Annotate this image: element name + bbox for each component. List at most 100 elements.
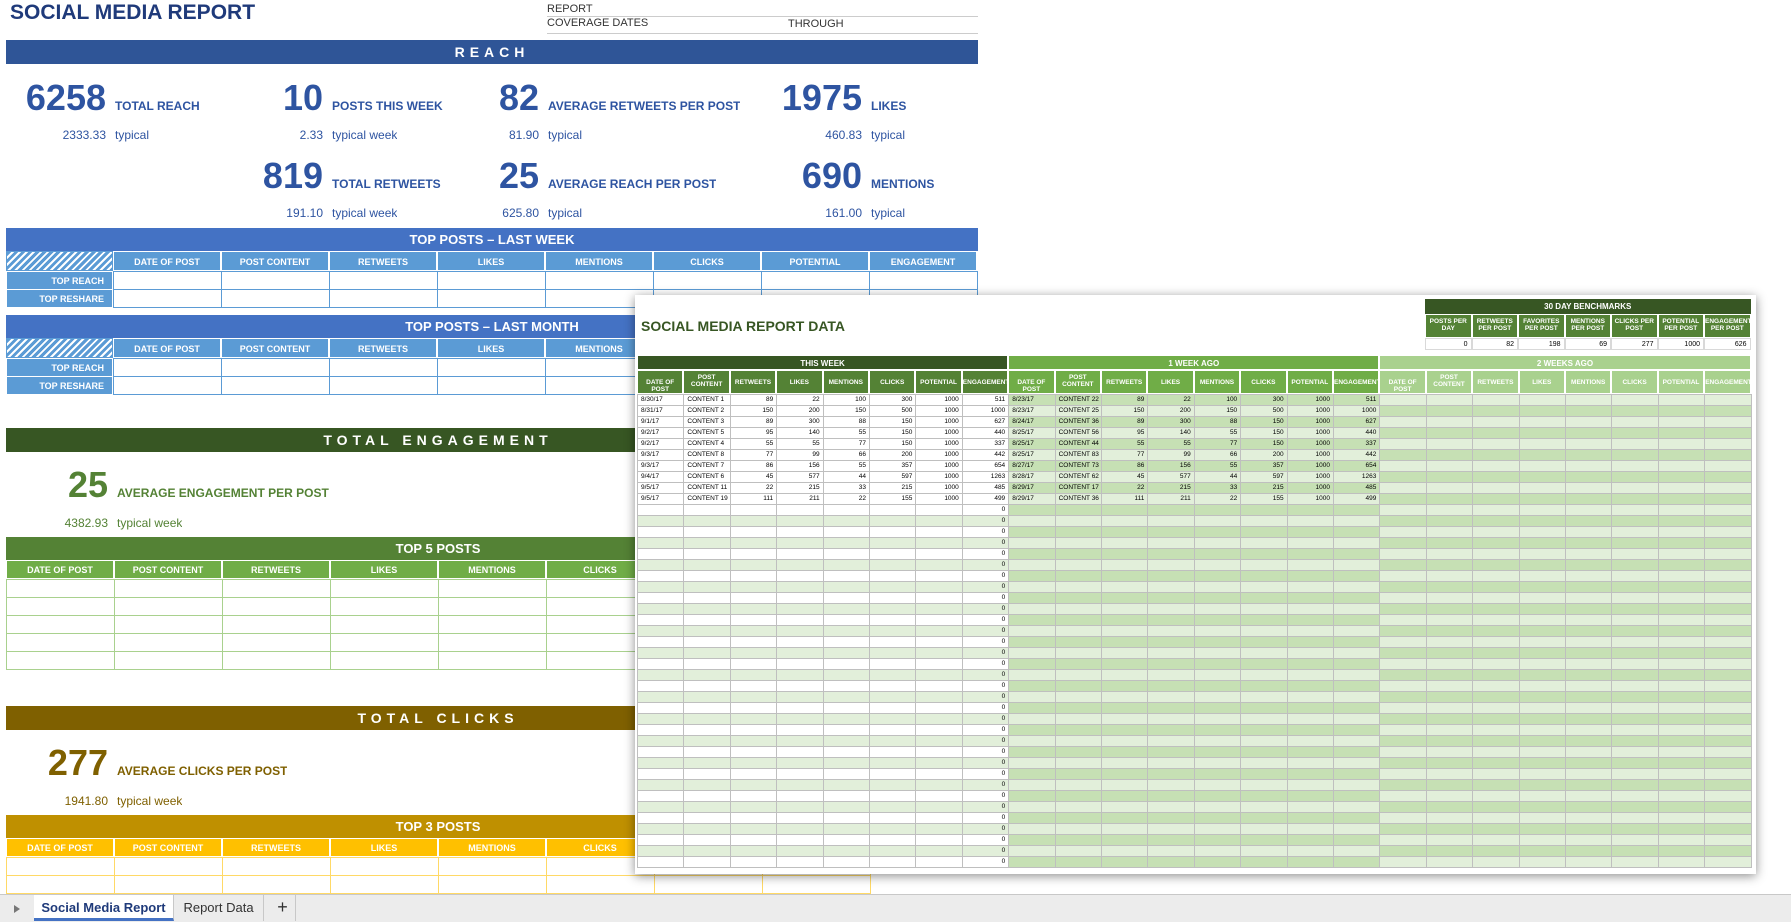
sheet-tab[interactable]: Social Media Report	[34, 895, 174, 921]
column-header: LIKES	[330, 838, 438, 857]
table-cell	[222, 857, 331, 876]
column-header: CLICKS	[1611, 370, 1658, 394]
typical-label: typical	[548, 128, 583, 142]
table-cell	[114, 615, 223, 634]
column-header: DATE OF POST	[637, 370, 684, 394]
stat-value: 25	[67, 465, 108, 505]
tab-bar: Social Media Report Report Data +	[0, 894, 1791, 922]
table-cell	[438, 597, 547, 616]
through-label: THROUGH	[788, 18, 844, 30]
column-header: RETWEETS	[729, 370, 777, 394]
table-cell	[113, 289, 222, 308]
stat-value: 82	[498, 78, 539, 118]
group-header: 2 WEEKS AGO	[1379, 355, 1751, 370]
column-header: DATE OF POST	[6, 560, 114, 579]
table-cell	[114, 651, 223, 670]
table-cell	[329, 358, 438, 377]
column-header: MENTIONS	[545, 251, 653, 271]
data-cell	[1704, 856, 1752, 868]
column-header: LIKES	[437, 338, 545, 358]
column-header: MENTIONS	[545, 338, 653, 358]
data-cell	[1472, 856, 1520, 868]
stat-label: TOTAL REACH	[115, 99, 200, 113]
column-header: MENTIONS	[1193, 370, 1241, 394]
stat-value: 690	[801, 156, 862, 196]
table-cell	[329, 271, 438, 290]
table-cell	[114, 633, 223, 652]
typical-value: 2.33	[299, 128, 323, 142]
column-header: CLICKS	[1240, 370, 1287, 394]
data-cell	[1240, 856, 1288, 868]
column-header: LIKES	[437, 251, 545, 271]
data-cell	[1193, 856, 1242, 868]
column-header: RETWEETS	[1101, 370, 1148, 394]
column-header: POST CONTENT	[683, 370, 730, 394]
table-cell	[114, 857, 223, 876]
column-header: POTENTIAL	[761, 251, 869, 271]
table-cell	[6, 651, 115, 670]
column-header: MENTIONS	[822, 370, 869, 394]
sheet-tab[interactable]: Report Data	[174, 895, 264, 921]
row-label: TOP RESHARE	[6, 376, 113, 395]
stat-label: LIKES	[871, 99, 907, 113]
typical-label: typical week	[117, 794, 183, 808]
typical-value: 81.90	[508, 128, 539, 142]
table-cell	[329, 376, 438, 395]
scroll-arrow[interactable]	[12, 904, 22, 914]
table-cell	[222, 651, 331, 670]
benchmark-value: 626	[1704, 338, 1751, 350]
column-header: POTENTIAL	[915, 370, 962, 394]
table-cell	[114, 875, 223, 894]
stat-value: 819	[262, 156, 323, 196]
table-cell	[113, 376, 222, 395]
table-cell	[438, 615, 547, 634]
table-cell	[330, 579, 439, 598]
typical-label: typical	[871, 128, 906, 142]
table-title: TOP POSTS – LAST WEEK	[6, 228, 978, 251]
column-header: DATE OF POST	[1008, 370, 1055, 394]
benchmark-value: 82	[1471, 338, 1518, 350]
benchmark-value: 0	[1425, 338, 1472, 350]
column-header: ENGAGEMENT	[869, 251, 977, 271]
table-cell	[6, 857, 115, 876]
column-header: RETWEETS	[222, 838, 330, 857]
table-cell	[653, 271, 762, 290]
data-cell	[915, 856, 963, 868]
table-cell	[437, 358, 546, 377]
typical-value: 460.83	[825, 128, 862, 142]
table-cell	[330, 857, 439, 876]
typical-value: 1941.80	[64, 794, 108, 808]
data-cell	[637, 856, 685, 868]
table-cell	[762, 875, 871, 894]
table-cell	[654, 875, 763, 894]
table-cell	[6, 615, 115, 634]
stat-label: POSTS THIS WEEK	[332, 99, 443, 113]
typical-label: typical	[548, 206, 583, 220]
stat-label: TOTAL RETWEETS	[332, 177, 441, 191]
stat-label: AVERAGE CLICKS PER POST	[117, 764, 288, 778]
benchmarks-title: 30 DAY BENCHMARKS	[1425, 299, 1751, 314]
table-cell	[114, 579, 223, 598]
table-cell	[330, 633, 439, 652]
table-cell	[437, 289, 546, 308]
table-cell	[221, 271, 330, 290]
table-cell	[6, 875, 115, 894]
data-cell	[1008, 856, 1056, 868]
data-cell: 0	[961, 856, 1010, 868]
data-cell	[1565, 856, 1613, 868]
typical-value: 2333.33	[62, 128, 106, 142]
column-header: RETWEETS	[329, 251, 437, 271]
sheet-tab[interactable]: +	[270, 895, 296, 921]
column-header: LIKES	[776, 370, 823, 394]
report-label: REPORT	[547, 3, 593, 15]
table-cell	[6, 633, 115, 652]
column-header: RETWEETS	[222, 560, 330, 579]
column-header: POST CONTENT	[1425, 370, 1473, 394]
data-cell	[729, 856, 778, 868]
typical-label: typical week	[332, 206, 398, 220]
typical-label: typical	[115, 128, 150, 142]
data-cell	[1054, 856, 1102, 868]
table-cell	[330, 651, 439, 670]
column-header: DATE OF POST	[1379, 370, 1426, 394]
